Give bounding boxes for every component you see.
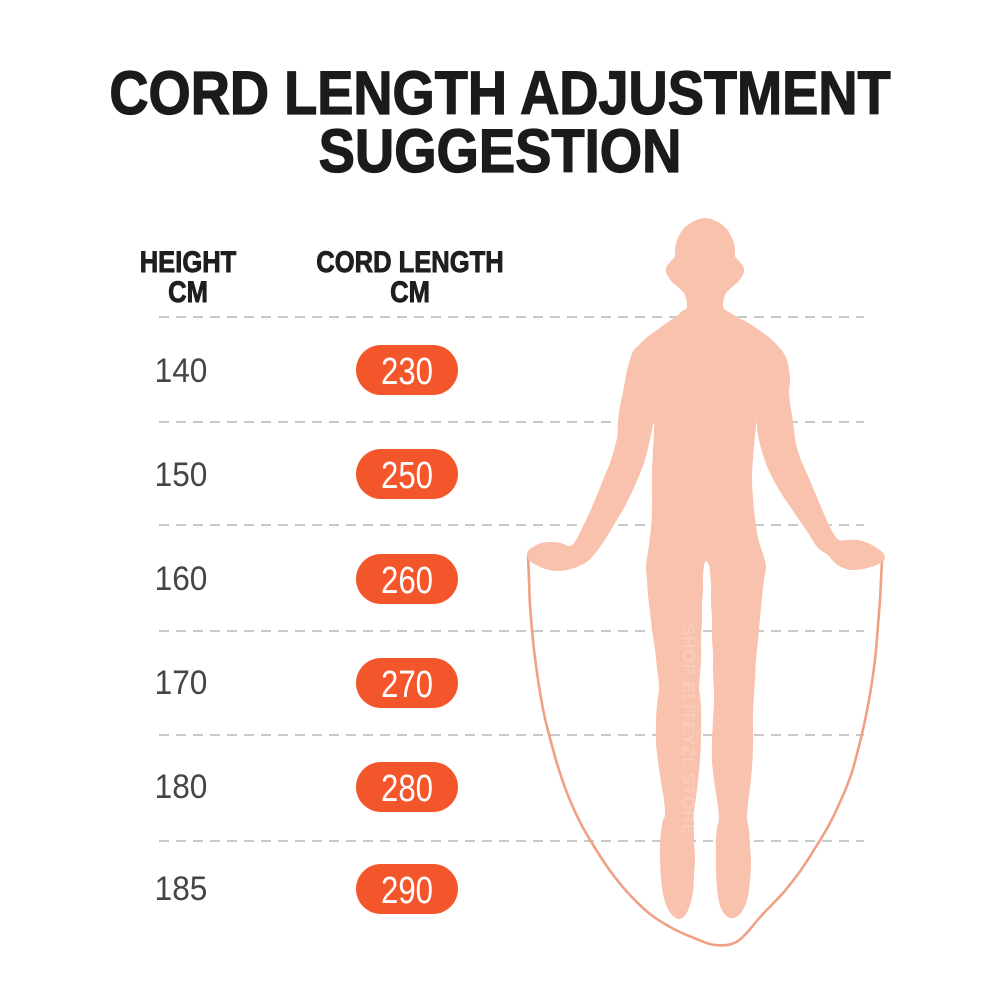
svg-text:SHOP ELITEYZL STORE: SHOP ELITEYZL STORE (679, 624, 698, 836)
